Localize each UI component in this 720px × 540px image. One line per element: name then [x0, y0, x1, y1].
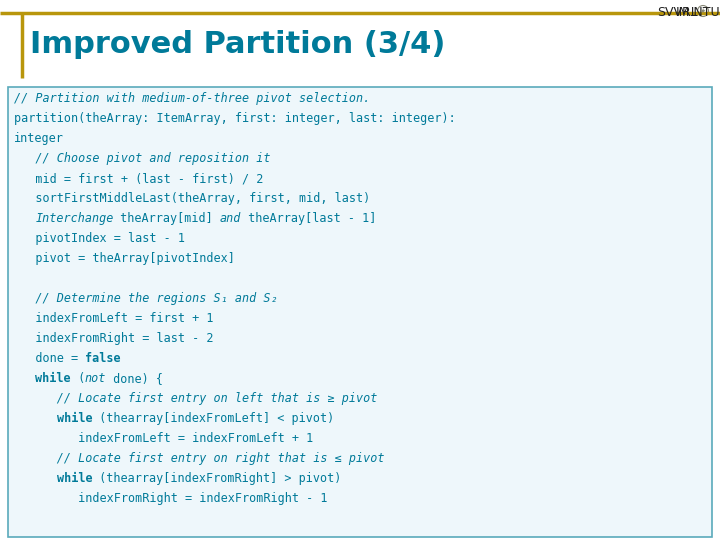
Text: // Determine the regions S₁ and S₂: // Determine the regions S₁ and S₂ — [14, 292, 278, 305]
Text: // Locate first entry on left that is ≥ pivot: // Locate first entry on left that is ≥ … — [14, 392, 377, 405]
Text: ★: ★ — [700, 8, 706, 14]
Text: Improved Partition (3/4): Improved Partition (3/4) — [30, 30, 446, 59]
Text: // Locate first entry on right that is ≤ pivot: // Locate first entry on right that is ≤… — [14, 452, 384, 465]
Text: while: while — [35, 372, 71, 385]
Text: not: not — [85, 372, 107, 385]
Text: and: and — [220, 212, 241, 225]
FancyBboxPatch shape — [8, 87, 712, 537]
Text: pivot = theArray[pivotIndex]: pivot = theArray[pivotIndex] — [14, 252, 235, 265]
Text: // Choose pivot and reposition it: // Choose pivot and reposition it — [14, 152, 271, 165]
Text: indexFromLeft = indexFromLeft + 1: indexFromLeft = indexFromLeft + 1 — [14, 432, 313, 445]
Text: IM.NTU: IM.NTU — [675, 6, 720, 19]
Text: while: while — [57, 412, 92, 425]
Text: (: ( — [71, 372, 85, 385]
Text: Interchange: Interchange — [35, 212, 114, 225]
Text: theArray[mid]: theArray[mid] — [113, 212, 220, 225]
Text: done =: done = — [14, 352, 85, 365]
Text: done) {: done) { — [107, 372, 163, 385]
Text: sortFirstMiddleLast(theArray, first, mid, last): sortFirstMiddleLast(theArray, first, mid… — [14, 192, 370, 205]
Text: false: false — [85, 352, 120, 365]
Text: (thearray[indexFromRight] > pivot): (thearray[indexFromRight] > pivot) — [92, 472, 341, 485]
Text: pivotIndex = last - 1: pivotIndex = last - 1 — [14, 232, 185, 245]
Text: while: while — [57, 472, 92, 485]
Text: mid = first + (last - first) / 2: mid = first + (last - first) / 2 — [14, 172, 264, 185]
Text: theArray[last - 1]: theArray[last - 1] — [241, 212, 377, 225]
Text: // Partition with medium-of-three pivot selection.: // Partition with medium-of-three pivot … — [14, 92, 370, 105]
Text: SVVRL: SVVRL — [657, 6, 698, 19]
Text: indexFromLeft = first + 1: indexFromLeft = first + 1 — [14, 312, 214, 325]
Text: indexFromRight = last - 2: indexFromRight = last - 2 — [14, 332, 214, 345]
Text: indexFromRight = indexFromRight - 1: indexFromRight = indexFromRight - 1 — [14, 492, 328, 505]
Text: partition(theArray: ItemArray, first: integer, last: integer):: partition(theArray: ItemArray, first: in… — [14, 112, 456, 125]
Text: (thearray[indexFromLeft] < pivot): (thearray[indexFromLeft] < pivot) — [92, 412, 334, 425]
Text: integer: integer — [14, 132, 64, 145]
